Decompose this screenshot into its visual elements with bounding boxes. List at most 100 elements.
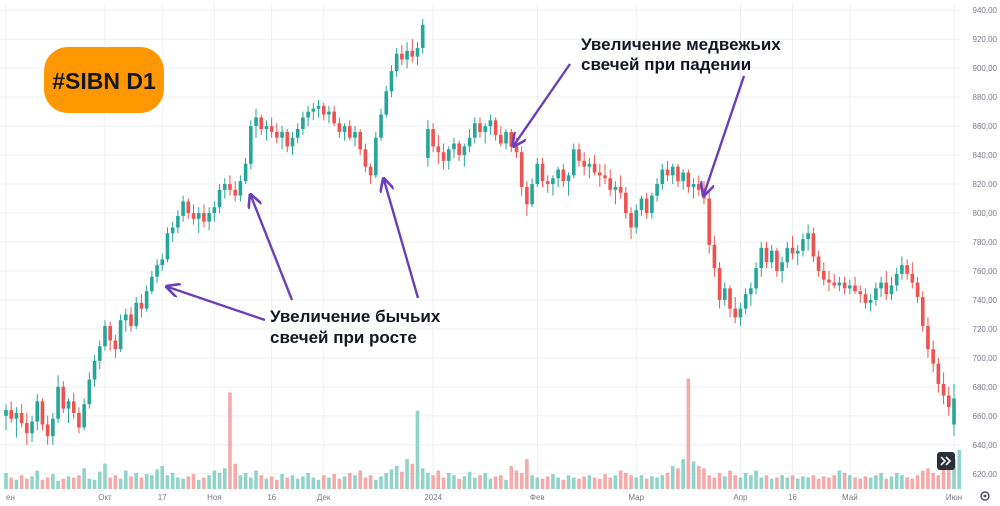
bull-annotation-line-1: Увеличение бычьих bbox=[270, 307, 441, 326]
candle-body bbox=[243, 163, 248, 182]
candle bbox=[61, 381, 66, 413]
candle-body bbox=[269, 126, 274, 132]
candle-body bbox=[853, 285, 857, 292]
candle-body bbox=[202, 213, 206, 222]
candle bbox=[14, 407, 19, 438]
x-tick-label: 16 bbox=[267, 493, 276, 502]
candle-body bbox=[264, 126, 269, 130]
candle-body bbox=[764, 247, 769, 263]
candlesticks bbox=[4, 18, 956, 445]
y-tick-label: 640,00 bbox=[973, 441, 998, 450]
volume-bar bbox=[613, 475, 618, 489]
volume-bar bbox=[702, 468, 706, 489]
scroll-to-latest-button[interactable] bbox=[937, 452, 955, 470]
candle-body bbox=[92, 360, 97, 380]
candle-body bbox=[842, 282, 847, 289]
volume-bar bbox=[25, 478, 29, 489]
volume-bar bbox=[759, 477, 764, 489]
volume-bar bbox=[254, 470, 258, 489]
candle bbox=[321, 102, 326, 121]
candle bbox=[530, 178, 534, 208]
candle-body bbox=[790, 247, 795, 254]
candle-body bbox=[254, 117, 258, 127]
candle-body bbox=[743, 294, 748, 309]
volume-bar bbox=[639, 475, 644, 489]
candle bbox=[827, 270, 831, 292]
candle bbox=[561, 163, 566, 187]
x-tick-label: 17 bbox=[158, 493, 167, 502]
candle-body bbox=[358, 131, 362, 150]
candle-body bbox=[295, 129, 300, 138]
candle bbox=[598, 163, 602, 187]
candle bbox=[624, 186, 628, 219]
candle-body bbox=[301, 117, 305, 130]
candle-body bbox=[196, 213, 201, 219]
candle-body bbox=[56, 386, 60, 419]
candle-body bbox=[868, 299, 873, 303]
candle bbox=[712, 236, 717, 277]
candle-body bbox=[488, 120, 493, 127]
candle bbox=[842, 276, 847, 295]
candle-body bbox=[545, 181, 550, 185]
candle bbox=[82, 398, 86, 431]
volume-bar bbox=[920, 470, 925, 489]
candle bbox=[259, 114, 264, 135]
time-axis[interactable]: ен Окт 17 Ноя 16 Дек 2024 Фев Мар Апр 16 Май Июн bbox=[6, 493, 962, 502]
candle bbox=[124, 308, 128, 332]
volume-bar bbox=[676, 468, 680, 489]
volume-bar bbox=[644, 478, 649, 489]
volume-bar bbox=[905, 477, 909, 489]
volume-bar bbox=[56, 480, 60, 489]
candle bbox=[358, 129, 362, 156]
candle-body bbox=[19, 412, 24, 424]
chart-settings-button[interactable] bbox=[980, 491, 990, 501]
price-axis[interactable]: 940,00 920,00 900,00 880,00 860,00 840,00 820,… bbox=[973, 6, 998, 479]
candle bbox=[446, 146, 451, 170]
candle bbox=[196, 207, 201, 234]
candle bbox=[431, 123, 435, 153]
candle-body bbox=[108, 326, 112, 341]
candle-body bbox=[749, 288, 753, 295]
volume-bar bbox=[483, 472, 488, 489]
volume-bar bbox=[738, 477, 743, 489]
candle bbox=[186, 198, 191, 219]
volume-bar bbox=[441, 477, 446, 489]
volume-bar bbox=[608, 477, 613, 489]
candle bbox=[488, 114, 493, 135]
volume-bar bbox=[587, 475, 592, 489]
candle bbox=[504, 129, 508, 150]
candle-body bbox=[217, 189, 222, 208]
candle bbox=[35, 394, 40, 431]
candle bbox=[233, 181, 237, 202]
volume-bar bbox=[879, 472, 883, 489]
candle bbox=[941, 372, 946, 405]
y-tick-label: 720,00 bbox=[973, 325, 998, 334]
candle bbox=[228, 175, 232, 196]
candle-body bbox=[530, 184, 534, 205]
candle-body bbox=[613, 186, 618, 190]
candle bbox=[379, 108, 383, 141]
volume-bar bbox=[14, 479, 19, 489]
candle bbox=[332, 105, 336, 127]
candle bbox=[670, 163, 675, 185]
candle bbox=[238, 175, 243, 202]
candle bbox=[87, 372, 92, 409]
volume-bar bbox=[780, 475, 784, 489]
y-tick-label: 740,00 bbox=[973, 296, 998, 305]
candle bbox=[618, 175, 623, 199]
volume-bar bbox=[650, 476, 654, 489]
candle-body bbox=[644, 198, 649, 214]
bear-annotation: Увеличение медвежьих свечей при падении bbox=[581, 35, 781, 74]
candle bbox=[212, 201, 217, 222]
ticker-badge: #SIBN D1 bbox=[44, 47, 164, 113]
candle bbox=[191, 204, 196, 225]
candle-body bbox=[738, 308, 743, 318]
candle-body bbox=[920, 297, 925, 327]
candle-body bbox=[35, 401, 40, 422]
candle-body bbox=[634, 210, 639, 228]
candle bbox=[884, 270, 889, 300]
volume-bar bbox=[181, 478, 185, 489]
candle-body bbox=[452, 143, 456, 150]
candle-body bbox=[723, 288, 727, 300]
